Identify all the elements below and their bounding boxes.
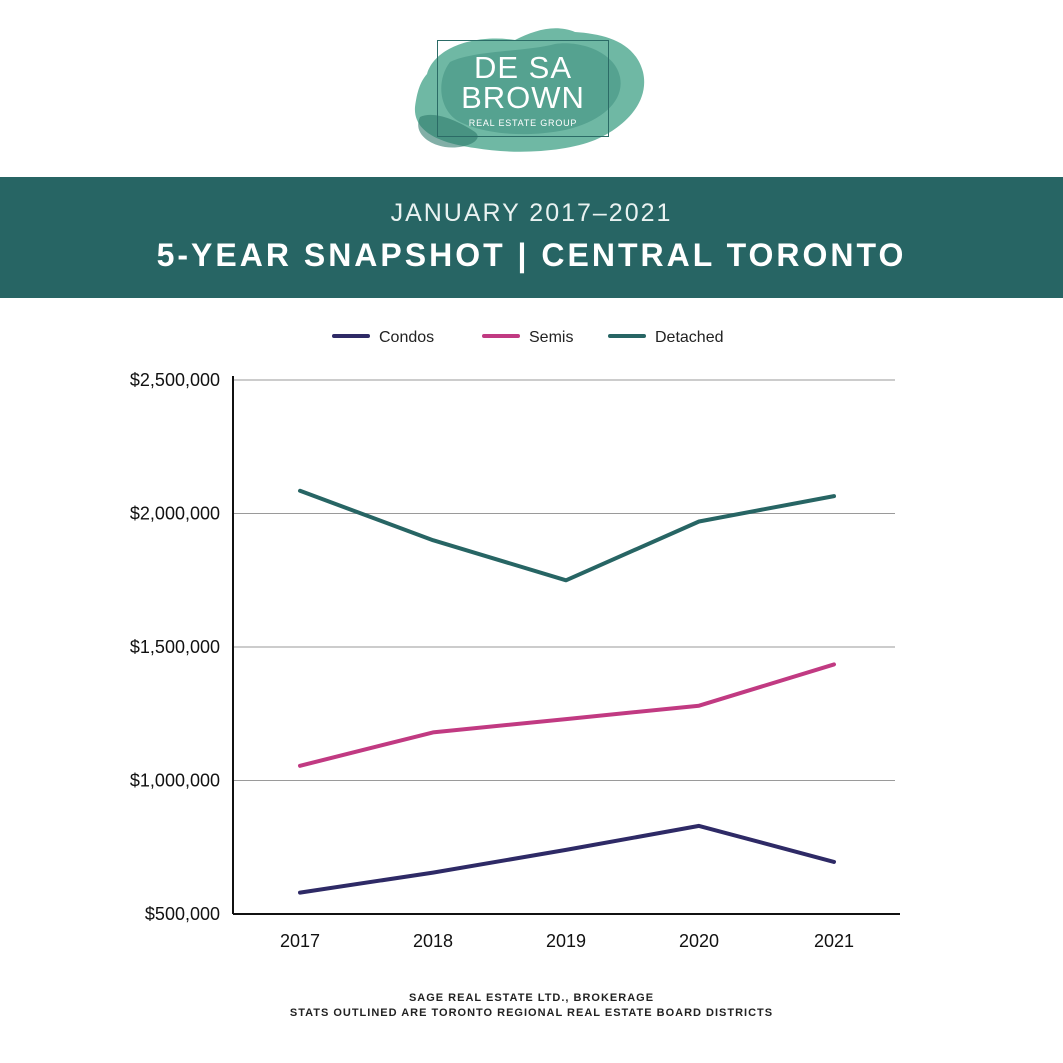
- logo-frame: [437, 40, 609, 137]
- header-banner: JANUARY 2017–2021 5-YEAR SNAPSHOT | CENT…: [0, 177, 1063, 298]
- legend-label: Detached: [655, 329, 724, 346]
- logo-line-1: DE SA: [473, 50, 573, 85]
- y-tick-label: $2,500,000: [130, 370, 220, 390]
- series-line-semis: [298, 662, 836, 768]
- legend-label: Condos: [379, 329, 434, 346]
- x-tick-label: 2021: [814, 931, 854, 951]
- x-tick-label: 2020: [679, 931, 719, 951]
- series-line-condos: [298, 823, 836, 895]
- header-subtitle: JANUARY 2017–2021: [390, 199, 673, 227]
- footer-source-note: STATS OUTLINED ARE TORONTO REGIONAL REAL…: [289, 1007, 774, 1019]
- legend-label: Semis: [529, 329, 573, 346]
- y-tick-label: $1,500,000: [130, 637, 220, 657]
- y-tick-label: $2,000,000: [130, 504, 220, 524]
- logo-line-2: BROWN: [461, 80, 585, 115]
- series-line-detached: [298, 488, 836, 583]
- logo-tagline: REAL ESTATE GROUP: [468, 118, 578, 128]
- logo: DE SA BROWN REAL ESTATE GROUP: [405, 22, 650, 157]
- x-tick-label: 2018: [413, 931, 453, 951]
- y-tick-label: $500,000: [145, 904, 220, 924]
- x-tick-label: 2017: [280, 931, 320, 951]
- line-chart: $500,000 $1,000,000 $1,500,000 $2,000,000 $2…: [130, 329, 900, 951]
- watercolor-blot: [414, 28, 645, 152]
- footer-brokerage: SAGE REAL ESTATE LTD., BROKERAGE: [408, 992, 655, 1004]
- x-tick-label: 2019: [546, 931, 586, 951]
- header-title: 5-YEAR SNAPSHOT | CENTRAL TORONTO: [156, 237, 907, 273]
- y-tick-label: $1,000,000: [130, 771, 220, 791]
